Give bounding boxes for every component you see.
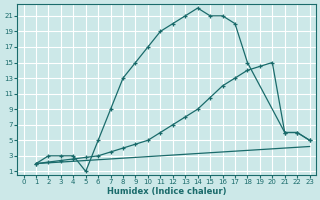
X-axis label: Humidex (Indice chaleur): Humidex (Indice chaleur) xyxy=(107,187,226,196)
